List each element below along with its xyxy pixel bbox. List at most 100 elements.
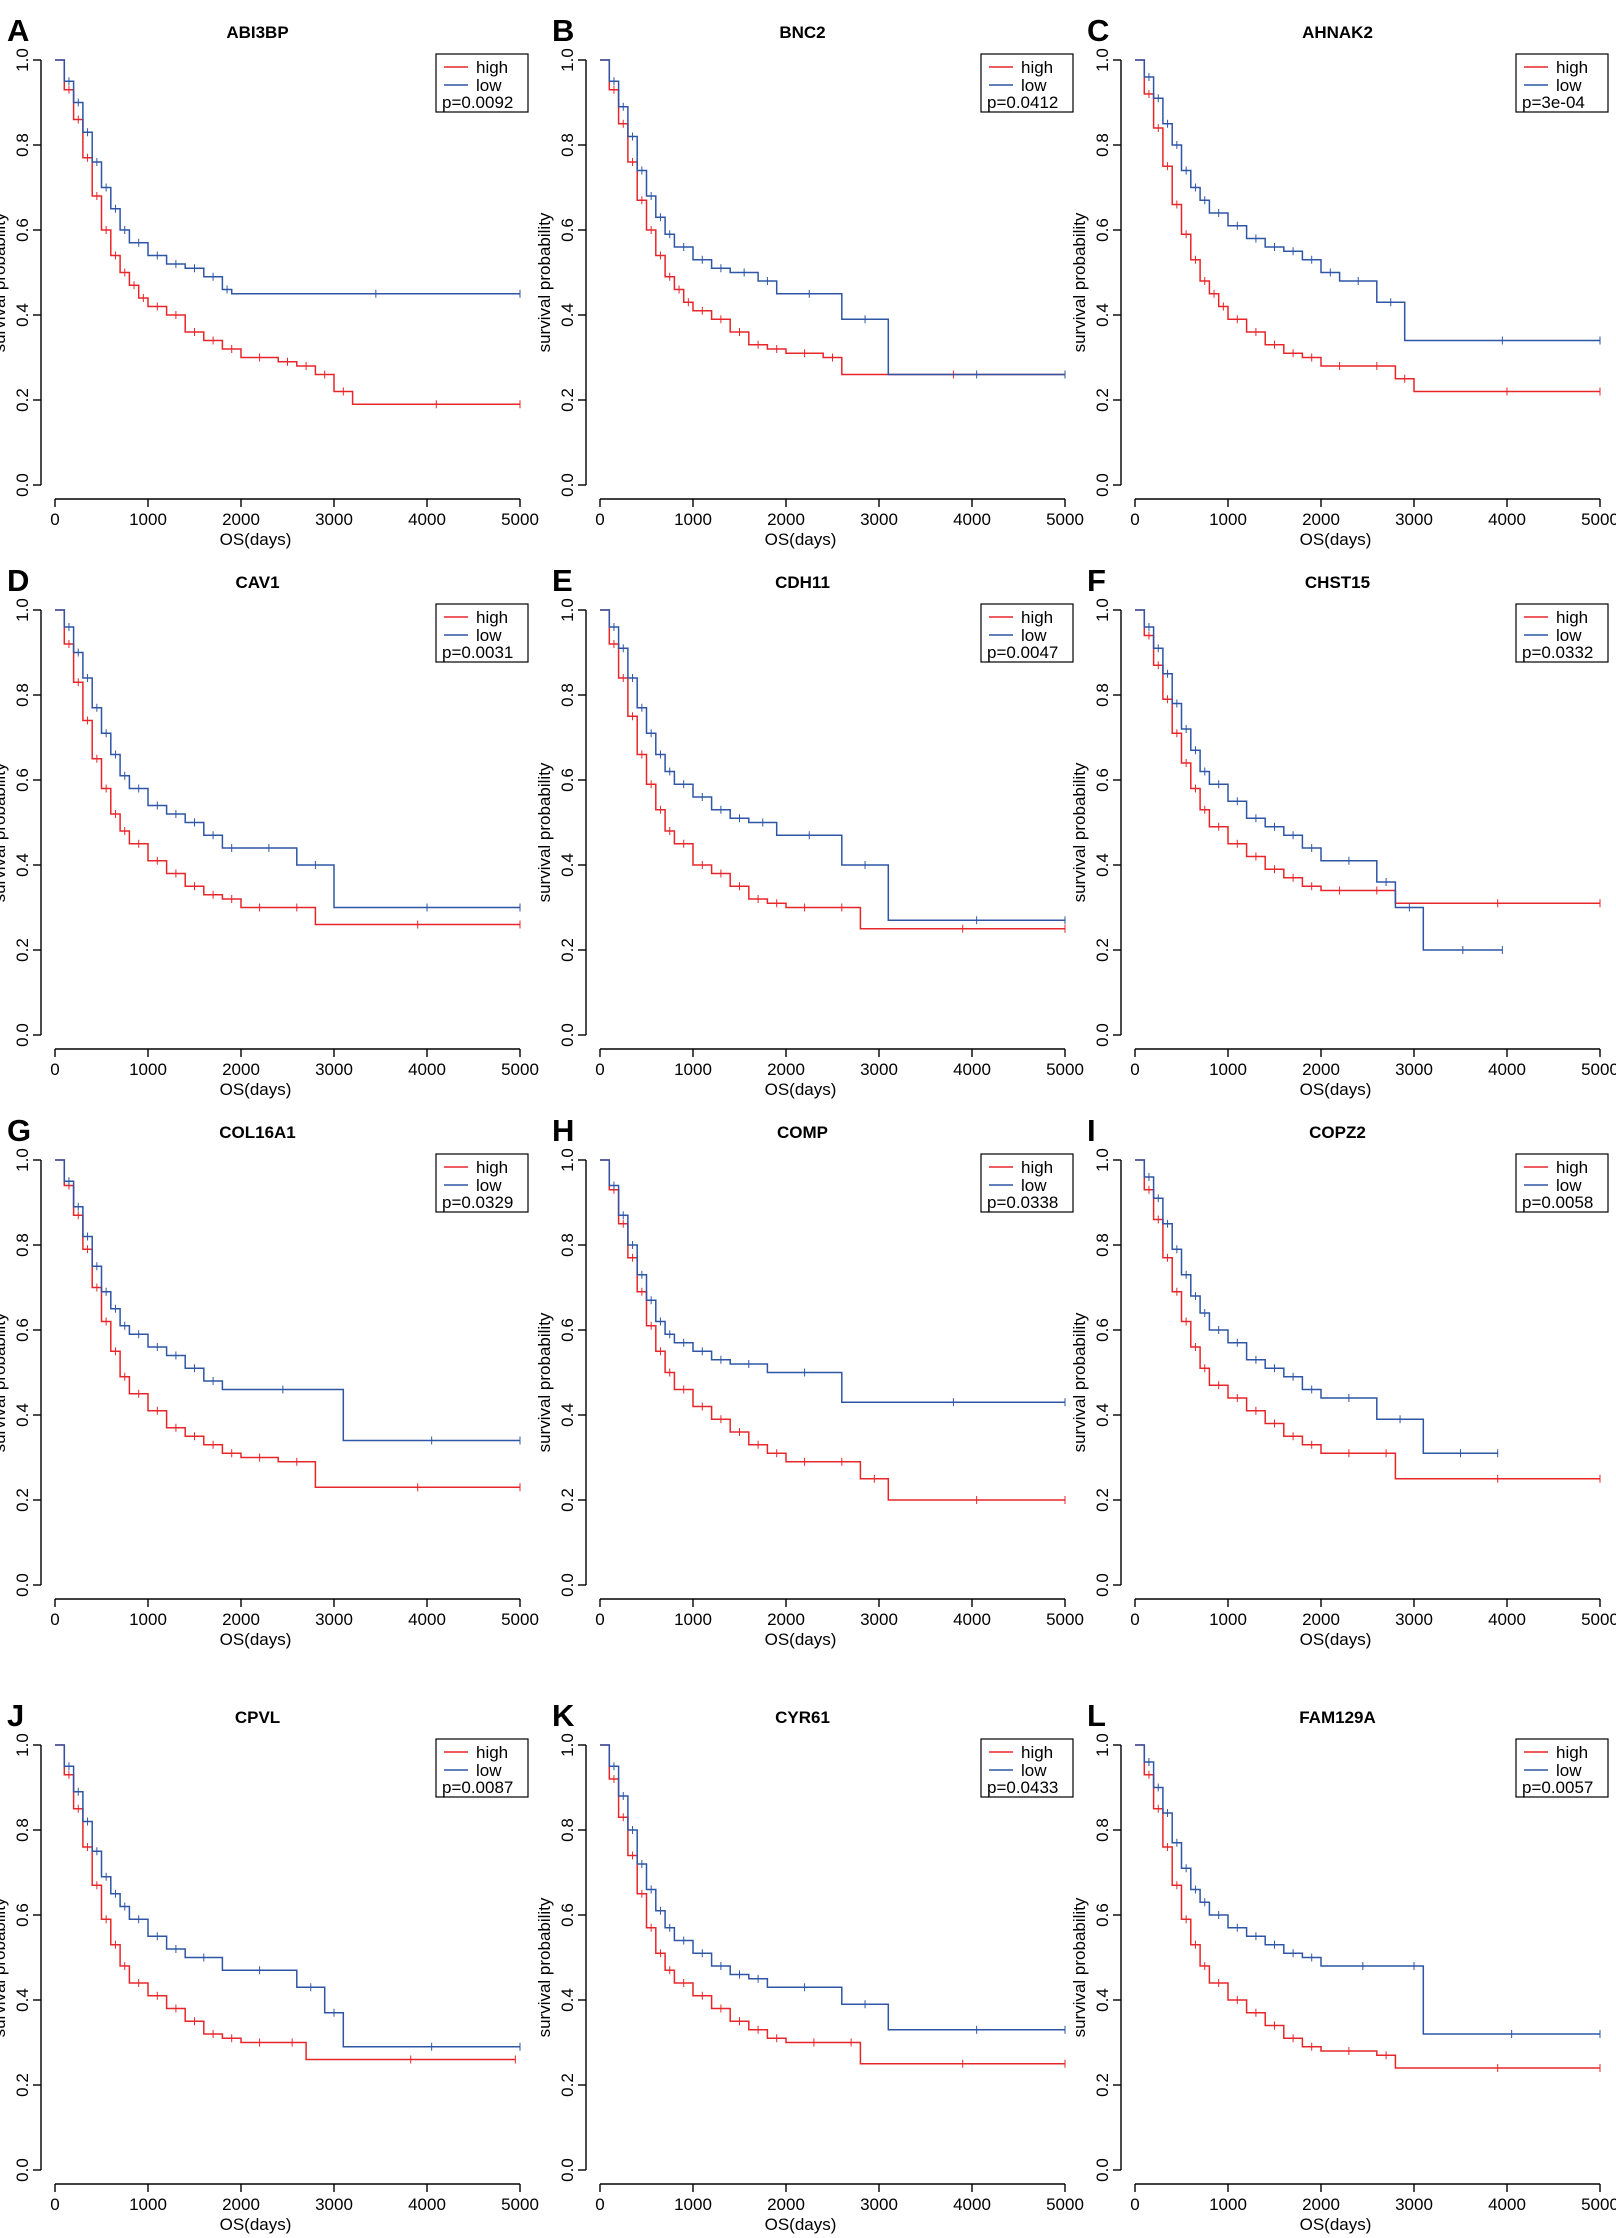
y-axis-label: survival probability (535, 1312, 554, 1452)
x-tick-label: 4000 (1488, 2195, 1526, 2214)
x-axis-label: OS(days) (220, 1080, 292, 1099)
km-curve-low (1135, 59, 1600, 342)
y-tick-label: 0.6 (558, 1903, 577, 1927)
panel-letter: E (552, 563, 573, 598)
legend-label-high: high (476, 608, 508, 627)
y-tick-label: 0.6 (1093, 1903, 1112, 1927)
y-tick-label: 1.0 (1093, 598, 1112, 622)
legend-pvalue: p=0.0329 (442, 1193, 513, 1212)
x-tick-label: 4000 (408, 510, 446, 529)
y-tick-label: 1.0 (1093, 48, 1112, 72)
x-tick-label: 5000 (1581, 2195, 1616, 2214)
km-panel-c: C AHNAK2 0 1000 2000 3000 4000 5000 0.0 0.2 0.4 0.6… (1070, 13, 1616, 549)
x-tick-label: 4000 (953, 1060, 991, 1079)
x-tick-label: 4000 (408, 2195, 446, 2214)
y-tick-label: 0.6 (13, 1318, 32, 1342)
y-tick-label: 0.8 (1093, 1818, 1112, 1842)
km-panel-g: G COL16A1 0 1000 2000 3000 4000 5000 0.0 0.2 0.4 0.… (0, 1113, 539, 1649)
x-tick-label: 3000 (315, 2195, 353, 2214)
y-tick-label: 0.6 (13, 1903, 32, 1927)
x-tick-label: 4000 (953, 510, 991, 529)
y-tick-label: 1.0 (1093, 1148, 1112, 1172)
y-tick-label: 0.4 (558, 853, 577, 877)
x-tick-label: 2000 (1302, 510, 1340, 529)
km-curve-low (600, 1744, 1065, 2031)
km-curve-high (55, 609, 520, 926)
panel-letter: D (7, 563, 29, 598)
y-tick-label: 0.4 (1093, 303, 1112, 327)
y-tick-label: 1.0 (13, 1148, 32, 1172)
panel-title: COPZ2 (1309, 1123, 1366, 1142)
legend-box (980, 53, 1074, 113)
legend-label-high: high (1556, 58, 1588, 77)
x-tick-label: 1000 (129, 1610, 167, 1629)
y-axis-label: survival probability (0, 1897, 9, 2037)
x-tick-label: 1000 (674, 1610, 712, 1629)
y-tick-label: 0.2 (1093, 388, 1112, 412)
x-tick-label: 5000 (1046, 510, 1084, 529)
panel-letter: L (1087, 1698, 1106, 1733)
x-tick-label: 3000 (860, 1610, 898, 1629)
x-tick-label: 1000 (1209, 1610, 1247, 1629)
x-tick-label: 1000 (1209, 2195, 1247, 2214)
x-tick-label: 4000 (1488, 1610, 1526, 1629)
x-tick-label: 3000 (1395, 1610, 1433, 1629)
legend-box (435, 53, 529, 113)
panel-letter: H (552, 1113, 574, 1148)
panel-letter: C (1087, 13, 1109, 48)
panel-letter: F (1087, 563, 1106, 598)
y-tick-label: 0.0 (1093, 1573, 1112, 1597)
legend-label-high: high (1556, 1158, 1588, 1177)
km-panel-i: I COPZ2 0 1000 2000 3000 4000 5000 0.0 0.2 0.4 0.6 0… (1070, 1113, 1616, 1649)
x-tick-label: 1000 (129, 510, 167, 529)
y-axis-label: survival probability (1070, 1312, 1089, 1452)
x-axis-label: OS(days) (1300, 1630, 1372, 1649)
x-axis-label: OS(days) (1300, 530, 1372, 549)
x-tick-label: 2000 (767, 2195, 805, 2214)
x-tick-label: 4000 (1488, 510, 1526, 529)
y-tick-label: 0.6 (13, 768, 32, 792)
x-tick-label: 2000 (767, 1610, 805, 1629)
km-panel-h: H COMP 0 1000 2000 3000 4000 5000 0.0 0.2 0.4 0.6 0.… (535, 1113, 1084, 1649)
y-tick-label: 0.4 (1093, 1403, 1112, 1427)
km-panel-j: J CPVL 0 1000 2000 3000 4000 5000 0.0 0.2 0.4 0.6 0.… (0, 1698, 539, 2234)
legend-pvalue: p=0.0412 (987, 93, 1058, 112)
legend-box (1515, 1153, 1609, 1213)
km-panel-f: F CHST15 0 1000 2000 3000 4000 5000 0.0 0.2 0.4 0.6… (1070, 563, 1616, 1099)
x-tick-label: 3000 (860, 2195, 898, 2214)
x-tick-label: 5000 (1046, 2195, 1084, 2214)
y-tick-label: 0.8 (558, 133, 577, 157)
x-tick-label: 4000 (953, 2195, 991, 2214)
y-tick-label: 0.8 (558, 1233, 577, 1257)
y-tick-label: 0.2 (13, 938, 32, 962)
x-tick-label: 5000 (1581, 1060, 1616, 1079)
y-tick-label: 0.6 (13, 218, 32, 242)
km-curve-low (600, 59, 1065, 376)
y-tick-label: 0.0 (558, 1023, 577, 1047)
y-axis-label: survival probability (1070, 1897, 1089, 2037)
panel-letter: K (552, 1698, 575, 1733)
km-panel-e: E CDH11 0 1000 2000 3000 4000 5000 0.0 0.2 0.4 0.6 0… (535, 563, 1084, 1099)
y-tick-label: 0.8 (13, 133, 32, 157)
x-tick-label: 3000 (1395, 2195, 1433, 2214)
x-tick-label: 2000 (767, 1060, 805, 1079)
y-tick-label: 0.2 (1093, 938, 1112, 962)
x-tick-label: 3000 (315, 510, 353, 529)
legend-label-high: high (1021, 58, 1053, 77)
legend-pvalue: p=0.0087 (442, 1778, 513, 1797)
legend-label-low: low (1021, 1761, 1047, 1780)
y-tick-label: 1.0 (13, 48, 32, 72)
x-tick-label: 0 (595, 2195, 604, 2214)
panel-letter: J (7, 1698, 24, 1733)
x-tick-label: 3000 (860, 1060, 898, 1079)
x-tick-label: 3000 (315, 1060, 353, 1079)
y-axis-label: survival probability (535, 1897, 554, 2037)
panel-letter: G (7, 1113, 31, 1148)
x-tick-label: 1000 (129, 2195, 167, 2214)
km-curve-low (1135, 1744, 1600, 2035)
km-curve-low (55, 1744, 520, 2048)
y-tick-label: 1.0 (558, 598, 577, 622)
x-tick-label: 2000 (222, 1610, 260, 1629)
legend-label-low: low (1021, 76, 1047, 95)
